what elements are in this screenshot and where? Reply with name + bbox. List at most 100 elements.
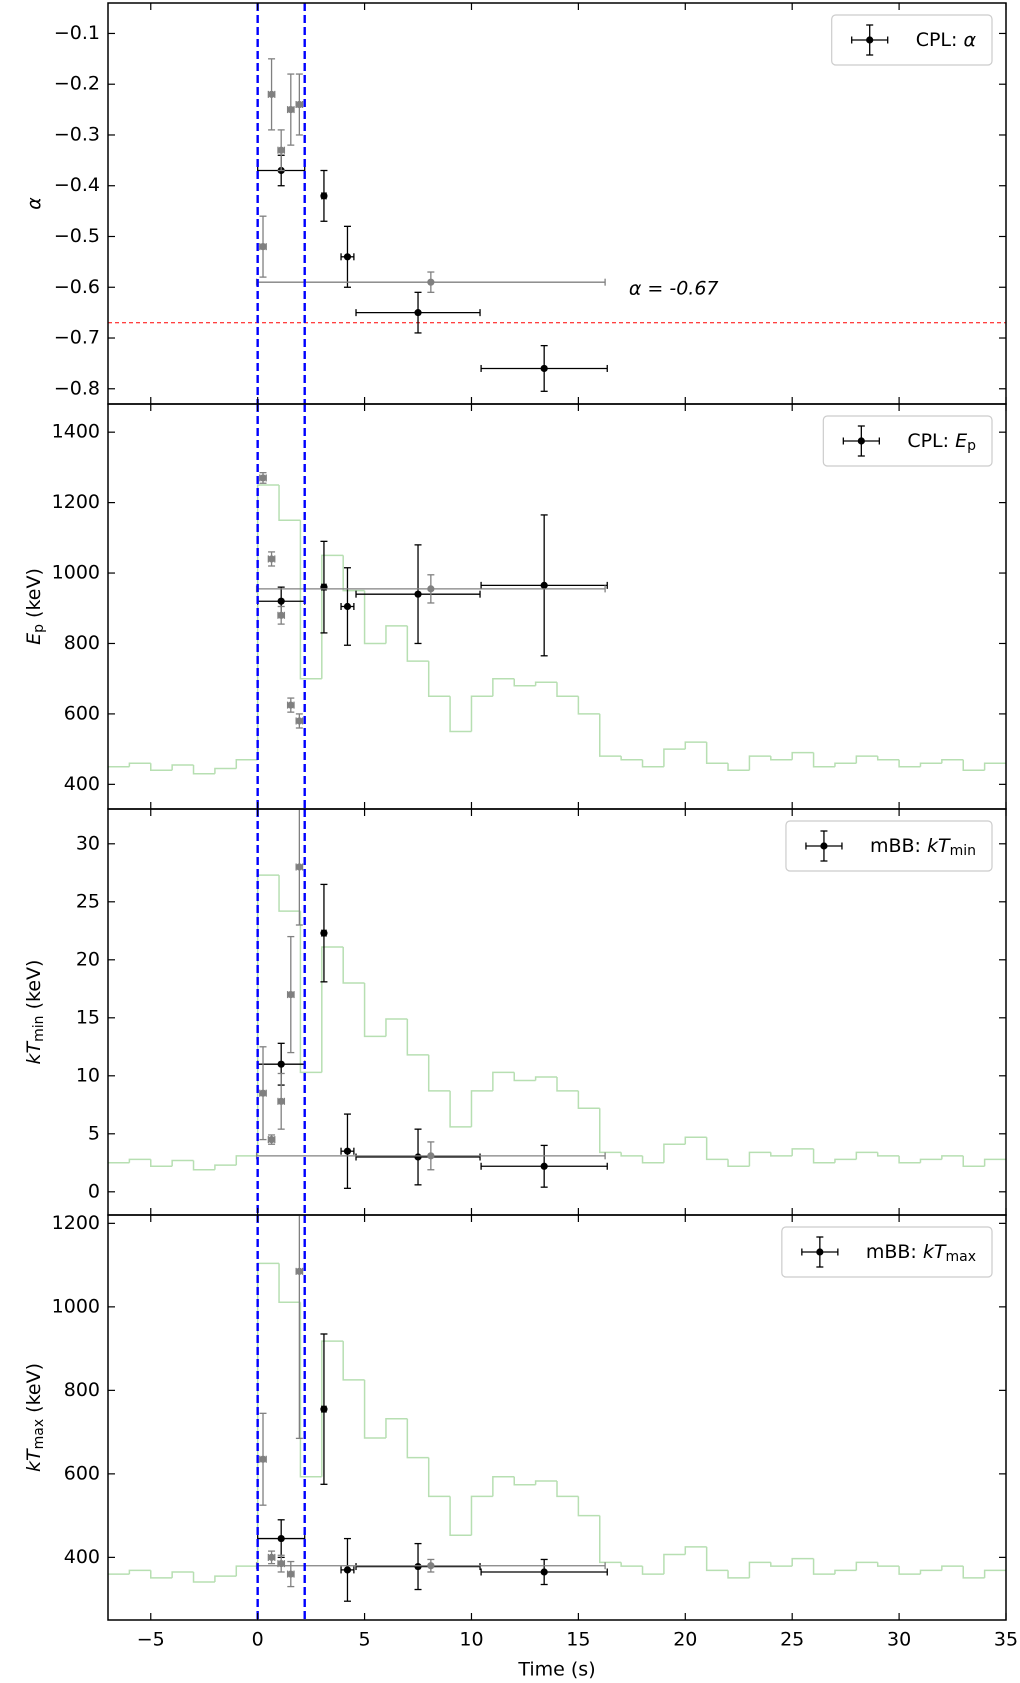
text-part: kT [923,1241,947,1263]
point [343,1566,352,1574]
lightcurve-step [834,762,857,767]
y-tick-label: 800 [64,632,100,654]
y-tick-label: −0.4 [54,174,100,196]
y-tick-label: 25 [76,890,100,912]
text-part: kT [23,1040,45,1064]
point [343,1147,352,1155]
lightcurve-step [962,759,985,772]
y-tick-label: −0.5 [54,225,100,247]
y-tick-label: 15 [76,1006,100,1028]
legend-box [831,14,993,66]
point [540,1568,548,1576]
text-part: α [963,29,976,51]
lightcurve-step [577,1496,600,1517]
point [320,1405,328,1413]
lightcurve-step [299,911,322,1074]
error-point [286,73,295,146]
point [287,1570,295,1578]
point [277,1534,285,1543]
lightcurve-step [684,741,707,750]
lightcurve-step [855,755,878,764]
text-part: (keV) [23,568,45,624]
legend-box [781,1226,993,1278]
error-point [295,1215,304,1440]
y-tick-label: 600 [64,1462,100,1484]
lightcurve-step [983,762,1006,771]
lightcurve-step [748,1561,771,1578]
error-point [340,1113,355,1189]
lightcurve-step [492,677,515,697]
lightcurve-step [898,1566,921,1575]
point [287,105,295,114]
lightcurve-step [278,875,301,912]
point [320,583,328,591]
lightcurve-step [150,763,173,772]
point [277,146,285,154]
text-part: mBB: [866,1241,923,1263]
lightcurve-step [492,1071,515,1091]
error-point [355,1542,481,1591]
text-part: min [31,1015,47,1041]
lightcurve-step [235,758,258,769]
point [287,701,295,709]
lightcurve-step [705,1546,729,1572]
point [295,1267,303,1275]
lightcurve-step [321,554,344,679]
y-tick-label: 800 [64,1379,100,1401]
lightcurve-step [855,1561,878,1571]
lightcurve-step [663,748,686,767]
text-part: p [31,624,47,633]
lightcurve-step [492,1476,515,1497]
lightcurve-step [406,625,429,662]
legend-point [857,437,865,445]
point [259,1089,267,1097]
lightcurve-step [663,1553,686,1575]
lightcurve-step [556,682,579,698]
point [267,555,276,563]
lightcurve-step [834,1158,857,1163]
lightcurve-step [449,1496,472,1536]
lightcurve-step [363,1379,386,1439]
lightcurve-step [919,1569,942,1575]
lightcurve-step [256,484,280,760]
error-point [267,58,276,131]
error-point [480,1558,608,1586]
lightcurve-step [791,1557,814,1567]
error-point [267,1134,276,1145]
error-point [277,1072,286,1130]
point [540,581,548,589]
text-part: E [23,633,45,645]
point [259,1455,267,1463]
point [427,1562,435,1570]
lightcurve-step [748,755,771,771]
lightcurve-step [684,1136,707,1145]
lightcurve-step [556,1480,579,1498]
text-part: (keV) [23,1363,45,1419]
point [427,278,435,286]
lightcurve-step [705,742,729,764]
text-part: mBB: [870,835,927,857]
y-tick-label: −0.3 [54,123,100,145]
x-tick-label: 20 [673,1629,697,1651]
point [540,364,548,373]
lightcurve-step [876,1152,900,1157]
lightcurve-step [513,1072,536,1082]
y-tick-label: 1200 [52,491,100,513]
text-part: max [31,1419,47,1450]
legend-point [820,842,828,850]
lightcurve-step [299,520,322,680]
error-point [259,215,267,278]
lightcurve-step [577,1090,600,1110]
lightcurve-step [898,759,921,768]
lightcurve-step [876,756,900,761]
lightcurve-step [534,1076,557,1081]
y-tick-label: 1000 [52,1295,100,1317]
y-tick-label: 1400 [52,421,100,443]
error-point [295,809,304,926]
lightcurve-step [321,1340,344,1477]
point [267,90,276,98]
point [267,1136,276,1144]
lightcurve-step [941,1155,964,1160]
point [277,1097,285,1105]
lightcurve-step [812,752,835,768]
